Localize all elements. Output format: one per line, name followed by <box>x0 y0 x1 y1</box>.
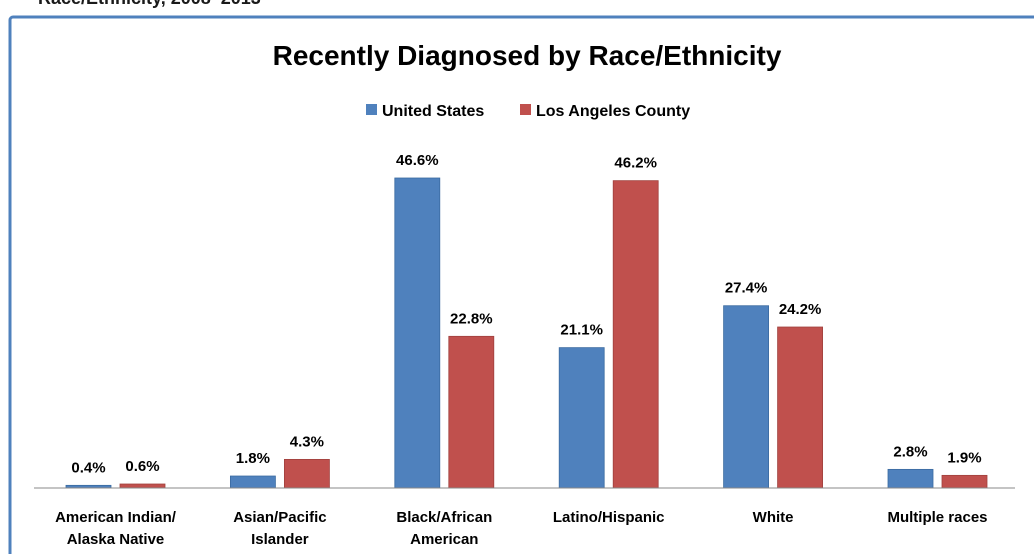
bar-los-angeles-county-3 <box>612 180 659 489</box>
page-caption: Race/Ethnicity, 2008–2013 <box>38 0 261 9</box>
bar-united-states-1 <box>229 475 276 489</box>
data-label-los-angeles-county-5: 1.9% <box>947 449 981 466</box>
legend-swatch-los-angeles-county <box>520 104 531 115</box>
legend-swatch-united-states <box>366 104 377 115</box>
bar-los-angeles-county-1 <box>283 458 330 489</box>
bar-los-angeles-county-4 <box>777 326 823 489</box>
data-label-los-angeles-county-3: 46.2% <box>614 155 657 172</box>
category-label-3-0: Latino/Hispanic <box>553 509 665 526</box>
bar-los-angeles-county-2 <box>448 335 495 489</box>
category-labels-group: American Indian/Alaska Native Asian/Pacif… <box>55 509 987 548</box>
category-label-0-1: Alaska Native <box>67 531 165 548</box>
data-label-united-states-3: 21.1% <box>560 322 603 339</box>
legend: United States Los Angeles County <box>366 103 690 120</box>
category-label-2-0: Black/African <box>396 509 492 526</box>
data-label-los-angeles-county-2: 22.8% <box>450 310 493 327</box>
data-label-united-states-2: 46.6% <box>396 152 439 169</box>
data-label-united-states-5: 2.8% <box>893 443 927 460</box>
data-label-los-angeles-county-0: 0.6% <box>125 458 159 475</box>
data-label-united-states-0: 0.4% <box>71 459 105 476</box>
data-label-los-angeles-county-4: 24.2% <box>779 301 822 318</box>
data-labels-group: 0.4% 0.6% 1.8% 4.3% 46.6% 22.8% 21.1% 46.2% 27.4… <box>71 152 981 476</box>
category-label-4-0: White <box>753 509 794 526</box>
category-label-1-0: Asian/Pacific <box>233 509 326 526</box>
category-label-1-1: Islander <box>251 531 309 548</box>
bar-los-angeles-county-5 <box>941 474 988 489</box>
bars-group <box>65 177 988 489</box>
category-label-5-0: Multiple races <box>887 509 987 526</box>
bar-united-states-5 <box>887 468 934 489</box>
bar-united-states-4 <box>723 305 769 489</box>
data-label-united-states-1: 1.8% <box>236 450 270 467</box>
bar-los-angeles-county-0 <box>119 483 166 489</box>
category-label-0-0: American Indian/ <box>55 509 177 526</box>
data-label-los-angeles-county-1: 4.3% <box>290 433 324 450</box>
bar-united-states-3 <box>558 347 605 489</box>
chart-title: Recently Diagnosed by Race/Ethnicity <box>273 40 782 71</box>
data-label-united-states-4: 27.4% <box>725 280 768 297</box>
legend-label-united-states: United States <box>382 103 484 120</box>
category-label-2-1: American <box>410 531 478 548</box>
chart-frame <box>8 15 1034 554</box>
legend-label-los-angeles-county: Los Angeles County <box>536 103 690 120</box>
bar-united-states-2 <box>394 177 441 489</box>
